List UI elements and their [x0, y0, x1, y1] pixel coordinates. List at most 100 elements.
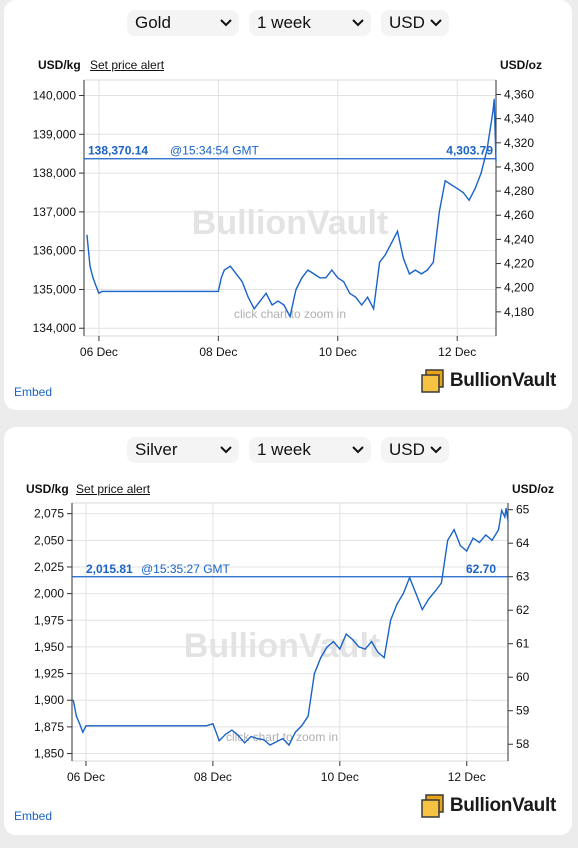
- y-tick-label: 2,050: [34, 533, 64, 547]
- price-point: [466, 550, 468, 552]
- price-point: [373, 308, 375, 310]
- price-point: [263, 739, 265, 741]
- price-point: [229, 265, 231, 267]
- price-point: [301, 725, 303, 727]
- x-tick-label: 06 Dec: [80, 345, 118, 359]
- period-select-value: 1 week: [257, 440, 311, 459]
- chart-watermark: BullionVault: [192, 204, 388, 242]
- price-point: [390, 619, 392, 621]
- price-point: [495, 160, 497, 163]
- embed-link[interactable]: Embed: [14, 809, 53, 823]
- price-point: [486, 149, 488, 151]
- currency-select[interactable]: USD: [381, 10, 449, 36]
- price-point: [420, 273, 422, 275]
- price-point: [89, 265, 91, 267]
- y2-tick-label: 64: [516, 536, 530, 550]
- price-point: [231, 729, 233, 731]
- price-point: [250, 735, 252, 738]
- price-point: [358, 646, 360, 648]
- price-point: [95, 285, 97, 287]
- y-tick-label: 135,000: [33, 282, 77, 296]
- silver-price-chart[interactable]: 06 Dec 08 Dec 10 Dec 12 Dec 1,850 1,875 1,900 1…: [4, 427, 572, 835]
- y-tick-label: 2,025: [34, 560, 64, 574]
- price-point: [474, 188, 476, 190]
- chevron-down-icon: [220, 19, 232, 27]
- y2-tick-label: 58: [516, 737, 530, 751]
- price-point: [110, 290, 112, 292]
- period-select-value: 1 week: [257, 13, 311, 32]
- metal-select-value: Silver: [135, 440, 178, 459]
- price-point: [377, 651, 379, 653]
- y2-tick-label: 65: [516, 503, 530, 517]
- price-point: [462, 191, 464, 194]
- price-point: [82, 731, 84, 733]
- price-point: [472, 537, 474, 539]
- price-point: [294, 731, 296, 733]
- price-point: [447, 539, 449, 541]
- right-unit-label: USD/oz: [512, 482, 554, 496]
- price-point: [434, 590, 436, 593]
- currency-select[interactable]: USD: [381, 437, 449, 463]
- price-point: [337, 277, 339, 279]
- price-point: [256, 738, 258, 740]
- price-point: [355, 296, 357, 298]
- price-point: [220, 277, 222, 279]
- price-point: [134, 290, 136, 292]
- price-point: [158, 290, 160, 292]
- embed-link[interactable]: Embed: [14, 385, 53, 399]
- price-point: [478, 541, 480, 543]
- price-point: [271, 304, 273, 306]
- price-point: [426, 269, 428, 271]
- metal-select[interactable]: Gold: [127, 10, 239, 36]
- y2-tick-label: 4,280: [504, 184, 534, 198]
- bullionvault-logo[interactable]: BullionVault: [420, 791, 556, 821]
- price-point: [88, 725, 90, 727]
- chevron-down-icon: [430, 446, 442, 454]
- metal-select-value: Gold: [135, 13, 171, 32]
- y-tick-label: 1,850: [34, 747, 64, 761]
- price-point: [505, 507, 507, 509]
- price-point: [507, 520, 509, 522]
- price-point: [432, 261, 434, 263]
- bullionvault-logo[interactable]: BullionVault: [420, 366, 556, 396]
- plot-area: [83, 79, 497, 337]
- brand-name: BullionVault: [449, 795, 556, 816]
- price-point: [86, 234, 88, 236]
- period-select[interactable]: 1 week: [249, 10, 371, 36]
- price-point: [492, 110, 494, 112]
- y-tick-label: 1,925: [34, 667, 64, 681]
- price-point: [104, 290, 106, 292]
- price-point: [148, 725, 150, 727]
- price-point: [440, 582, 442, 584]
- price-point: [339, 648, 341, 650]
- price-point: [79, 723, 81, 725]
- price-point: [212, 723, 214, 725]
- right-unit-label: USD/oz: [500, 58, 542, 72]
- period-select[interactable]: 1 week: [249, 437, 371, 463]
- set-price-alert-link[interactable]: Set price alert: [76, 482, 151, 496]
- price-point: [480, 172, 482, 174]
- price-point: [450, 184, 452, 186]
- gold-price-chart[interactable]: 06 Dec 08 Dec 10 Dec 12 Dec 134,000 135,000 13…: [4, 0, 572, 410]
- y2-tick-label: 59: [516, 704, 530, 718]
- price-point: [253, 308, 255, 310]
- y2-tick-label: 4,220: [504, 257, 534, 271]
- price-point: [459, 545, 461, 547]
- price-point: [361, 304, 363, 306]
- x-tick-label: 08 Dec: [199, 345, 237, 359]
- price-point: [364, 648, 366, 650]
- price-point: [116, 290, 118, 292]
- metal-select[interactable]: Silver: [127, 437, 239, 463]
- price-point: [396, 603, 398, 605]
- price-point: [301, 277, 303, 279]
- price-point: [288, 744, 290, 746]
- price-point: [349, 292, 351, 294]
- y-tick-label: 1,875: [34, 720, 64, 734]
- currency-select-value: USD: [389, 440, 425, 459]
- chevron-down-icon: [352, 446, 364, 454]
- price-point: [343, 281, 345, 283]
- x-tick-label: 12 Dec: [448, 770, 486, 784]
- y-tick-label: 140,000: [33, 89, 77, 103]
- x-tick-label: 08 Dec: [194, 770, 232, 784]
- set-price-alert-link[interactable]: Set price alert: [90, 58, 165, 72]
